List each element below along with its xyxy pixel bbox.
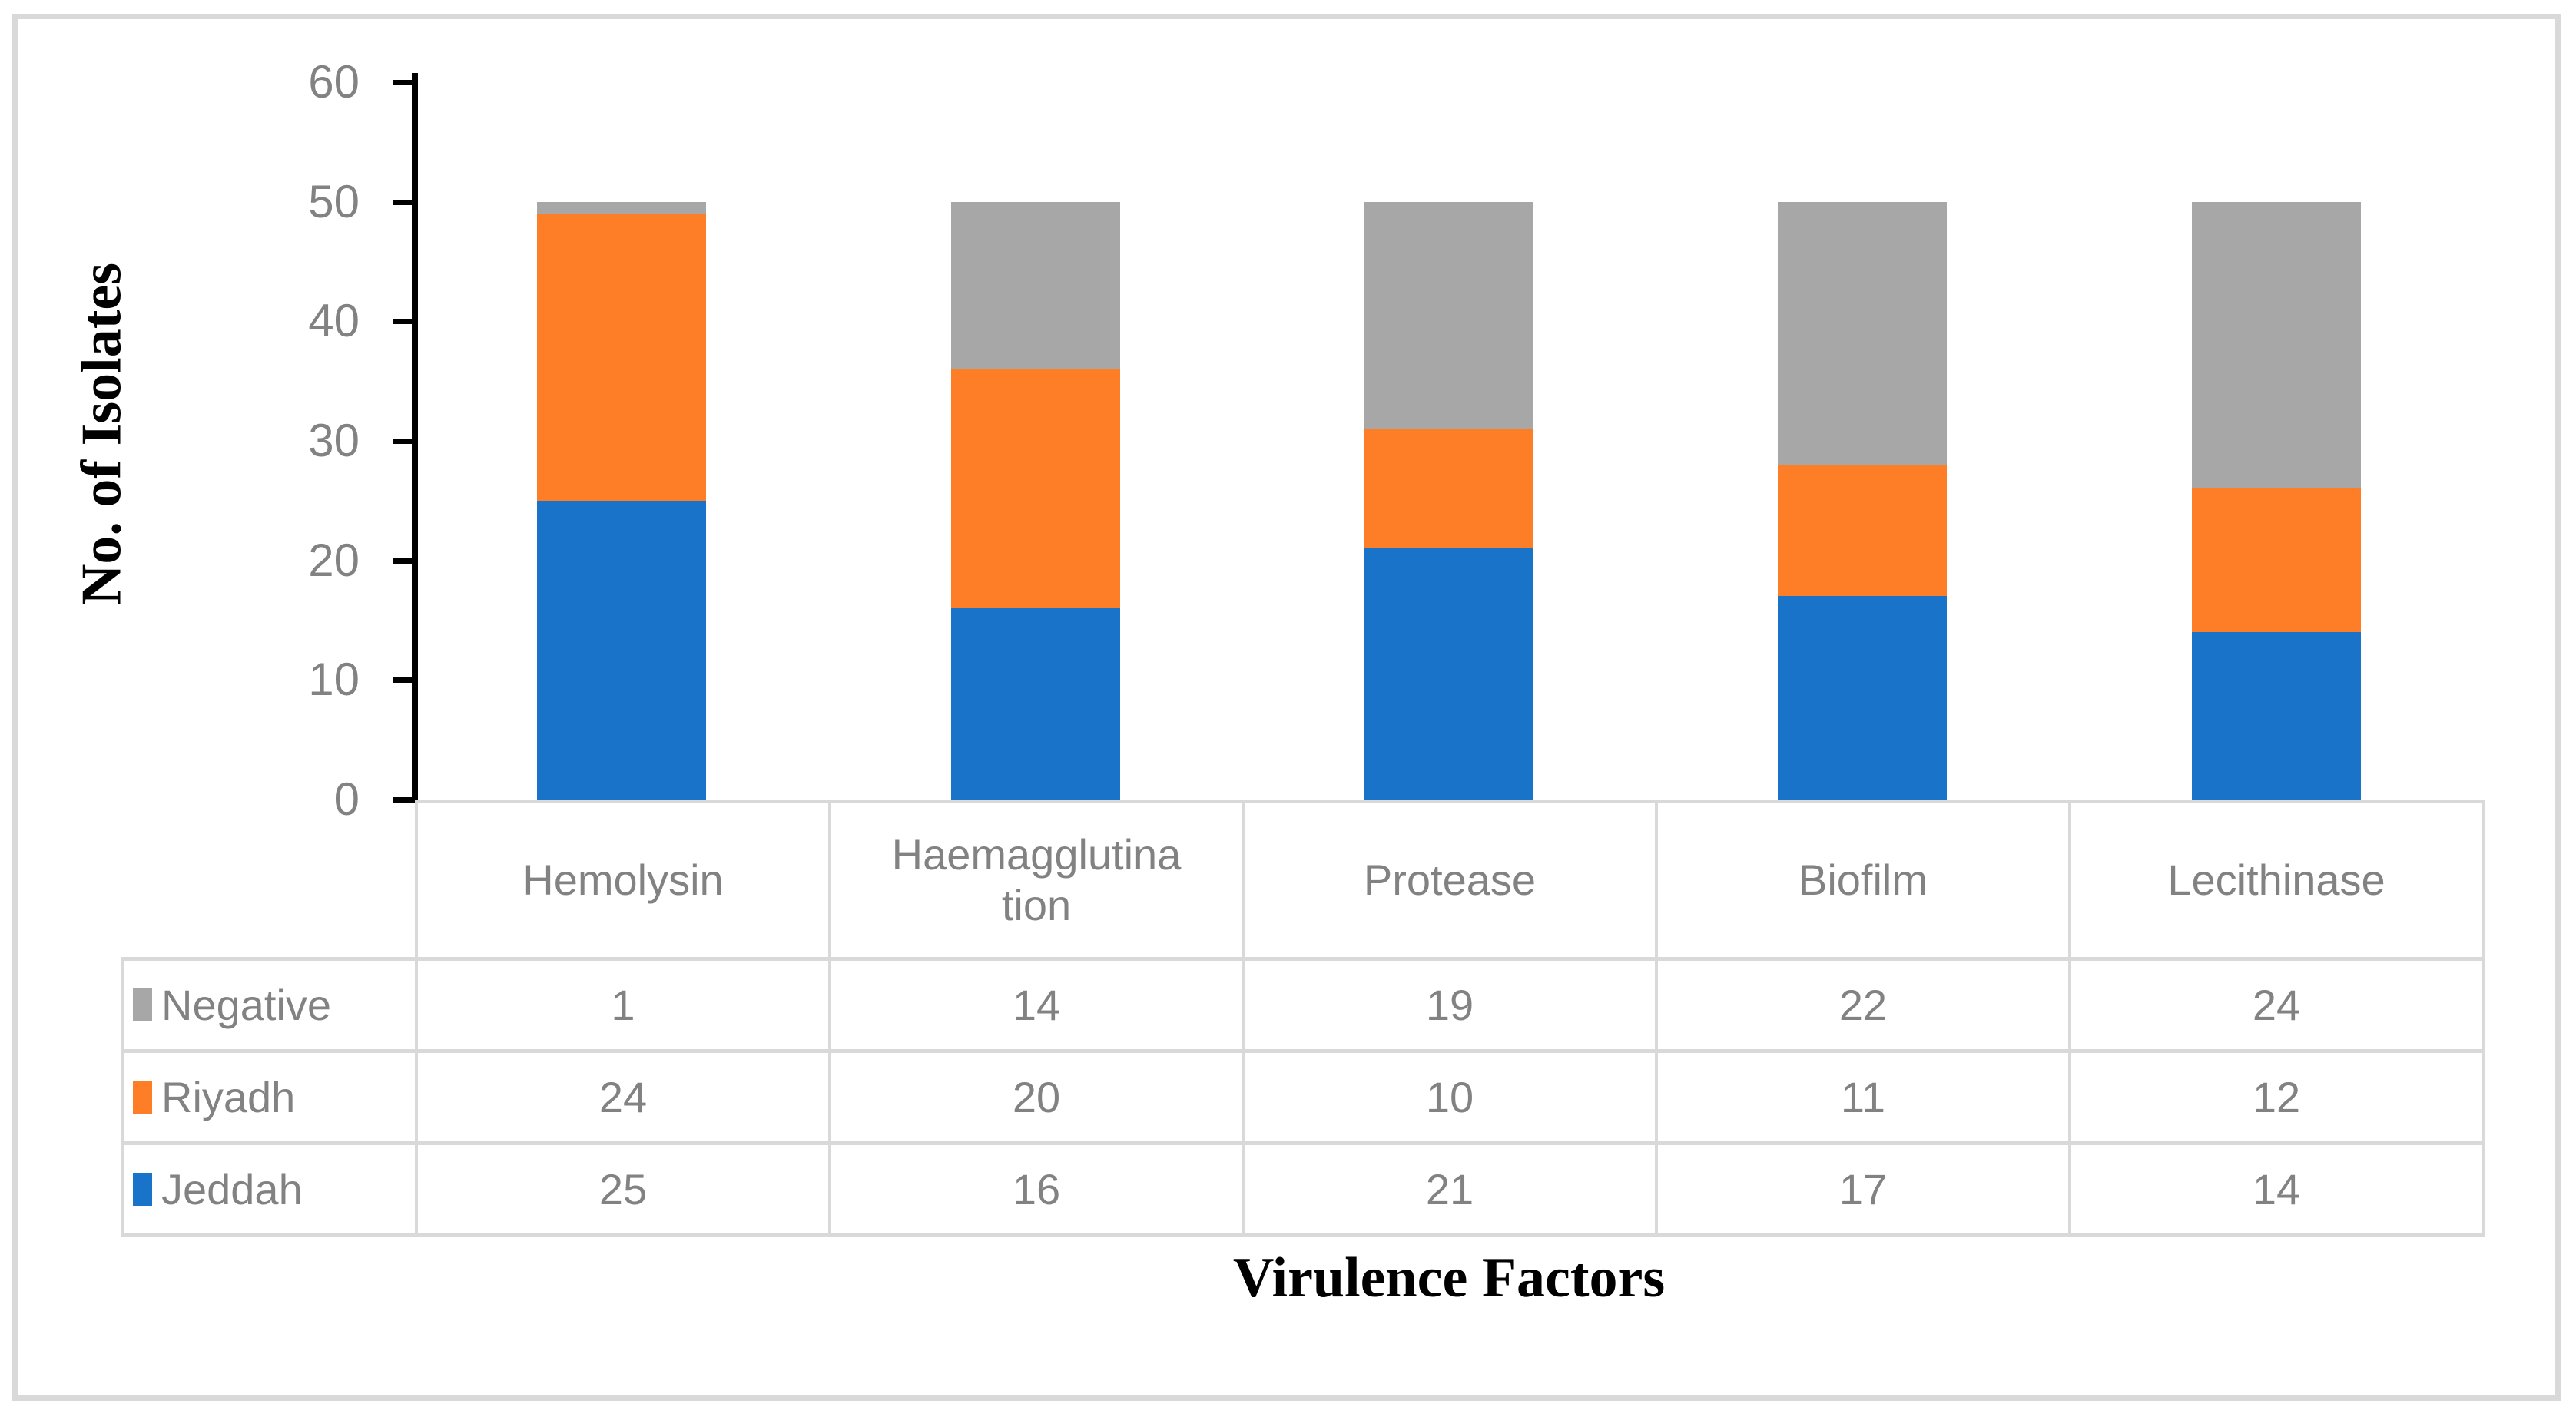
legend-cell-negative: Negative <box>121 957 418 1053</box>
y-axis-tick-label: 10 <box>308 654 360 706</box>
y-axis-line <box>412 73 418 803</box>
value-cell: 12 <box>2068 1049 2485 1145</box>
legend-cell-riyadh: Riyadh <box>121 1049 418 1145</box>
bar-segment-jeddah-haemagglutination <box>950 608 1120 800</box>
category-header-cell: Protease <box>1242 800 1658 961</box>
bar-segment-riyadh-protease <box>1364 429 1533 549</box>
bar-segment-jeddah-hemolysin <box>537 500 707 800</box>
value-cell: 19 <box>1242 957 1658 1053</box>
category-header-cell: Lecithinase <box>2068 800 2485 961</box>
legend-label: Riyadh <box>161 1073 296 1121</box>
category-header-cell: Biofilm <box>1655 800 2071 961</box>
y-axis-tick <box>393 677 412 684</box>
y-axis-tick-label: 40 <box>308 295 360 347</box>
y-axis-tick-label: 60 <box>308 56 360 108</box>
value-cell: 22 <box>1655 957 2071 1053</box>
table-corner-cell <box>122 801 418 961</box>
value-cell: 24 <box>415 1049 831 1145</box>
y-axis-title: No. of Isolates <box>70 262 134 606</box>
y-axis-tick-label: 50 <box>308 175 360 227</box>
bar-segment-riyadh-hemolysin <box>537 214 707 501</box>
bar-segment-jeddah-biofilm <box>1778 596 1948 800</box>
y-axis-tick <box>393 199 412 205</box>
bar-column-haemagglutination <box>828 82 1242 800</box>
bar-segment-riyadh-biofilm <box>1778 465 1948 597</box>
plot-area <box>415 82 2483 800</box>
bar-segment-jeddah-lecithinase <box>2191 632 2361 800</box>
y-axis-tick <box>393 558 412 564</box>
value-cell: 14 <box>2068 1141 2485 1237</box>
bar-column-hemolysin <box>415 82 828 800</box>
legend-entry: Riyadh <box>125 1072 413 1122</box>
data-table: Hemolysin Haemagglutina tion Protease Biofi… <box>121 800 2485 1237</box>
value-cell: 25 <box>415 1141 831 1237</box>
y-axis-tick <box>393 319 412 325</box>
category-header-cell: Haemagglutina tion <box>828 800 1245 961</box>
figure-border <box>12 14 2561 1401</box>
x-axis-title: Virulence Factors <box>1232 1246 1666 1309</box>
y-axis-tick-label: 30 <box>308 415 360 466</box>
bar-segment-negative-hemolysin <box>537 201 707 214</box>
bar-column-protease <box>1242 82 1656 800</box>
bar-column-biofilm <box>1656 82 2069 800</box>
legend-label: Jeddah <box>161 1165 303 1213</box>
value-cell: 24 <box>2068 957 2485 1053</box>
value-cell: 10 <box>1242 1049 1658 1145</box>
value-cell: 11 <box>1655 1049 2071 1145</box>
bar-segment-riyadh-lecithinase <box>2191 488 2361 633</box>
category-header-cell: Hemolysin <box>415 800 831 961</box>
legend-label: Negative <box>161 981 332 1029</box>
y-axis-tick <box>393 80 412 85</box>
riyadh-swatch-icon <box>133 1081 152 1114</box>
bar-segment-negative-haemagglutination <box>950 201 1120 369</box>
value-cell: 16 <box>828 1141 1245 1237</box>
legend-entry: Negative <box>125 980 413 1030</box>
value-cell: 1 <box>415 957 831 1053</box>
legend-entry: Jeddah <box>125 1164 413 1214</box>
bar-segment-negative-biofilm <box>1778 201 1948 465</box>
bar-segment-negative-protease <box>1364 201 1533 429</box>
y-axis-tick <box>393 797 412 803</box>
bar-column-lecithinase <box>2070 82 2483 800</box>
jeddah-swatch-icon <box>133 1173 152 1206</box>
value-cell: 21 <box>1242 1141 1658 1237</box>
value-cell: 14 <box>828 957 1245 1053</box>
value-cell: 20 <box>828 1049 1245 1145</box>
bar-segment-riyadh-haemagglutination <box>950 369 1120 608</box>
legend-cell-jeddah: Jeddah <box>121 1141 418 1237</box>
bar-segment-jeddah-protease <box>1364 548 1533 800</box>
negative-swatch-icon <box>133 988 152 1021</box>
value-cell: 17 <box>1655 1141 2071 1237</box>
bar-segment-negative-lecithinase <box>2191 201 2361 489</box>
y-axis-tick <box>393 439 412 444</box>
y-axis-tick-label: 20 <box>308 534 360 586</box>
